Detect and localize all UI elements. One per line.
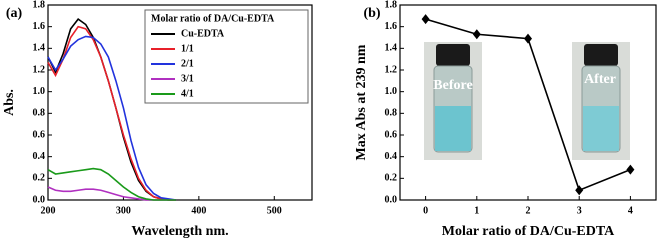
x-tick-label: 200 xyxy=(41,205,56,216)
x-axis-label: Wavelength nm. xyxy=(131,224,228,239)
photo-before xyxy=(424,42,482,160)
y-tick-label: 1.0 xyxy=(33,86,46,97)
annotation: Before xyxy=(433,78,472,93)
y-tick-label: 1.0 xyxy=(385,86,398,97)
y-tick-label: 1.4 xyxy=(385,43,398,54)
x-tick-label: 2 xyxy=(526,205,531,216)
y-tick-label: 0.4 xyxy=(385,151,398,162)
data-point xyxy=(575,185,584,196)
legend-box xyxy=(144,9,309,104)
y-tick-label: 0.8 xyxy=(385,108,398,119)
y-tick-label: 0.6 xyxy=(33,129,46,140)
x-tick-label: 400 xyxy=(191,205,206,216)
series-line xyxy=(47,25,177,201)
data-point xyxy=(524,33,532,44)
y-tick-label: 1.2 xyxy=(385,64,398,75)
y-axis-label: Max Abs at 239 nm xyxy=(354,44,369,160)
series-line xyxy=(47,35,177,201)
y-tick-label: 1.6 xyxy=(33,21,46,32)
y-tick-label: 1.8 xyxy=(385,0,398,10)
legend-label: Cu-EDTA xyxy=(181,28,225,39)
plot-frame xyxy=(47,4,313,201)
y-tick-label: 0.4 xyxy=(33,151,46,162)
x-tick-label: 500 xyxy=(267,205,282,216)
legend-label: 2/1 xyxy=(181,58,194,69)
y-tick-label: 0.8 xyxy=(33,108,46,119)
panel-label: (b) xyxy=(363,6,380,21)
y-tick-label: 0.6 xyxy=(385,129,398,140)
panel-label: (a) xyxy=(6,6,23,21)
x-axis-label: Molar ratio of DA/Cu-EDTA xyxy=(442,224,615,239)
legend-label: 4/1 xyxy=(181,88,194,99)
legend-label: 3/1 xyxy=(181,73,194,84)
legend-label: 1/1 xyxy=(181,43,194,54)
x-tick-label: 1 xyxy=(474,205,479,216)
y-tick-label: 1.2 xyxy=(33,64,46,75)
data-point xyxy=(472,29,481,40)
y-tick-label: 0.2 xyxy=(33,173,46,184)
y-tick-label: 1.4 xyxy=(33,43,46,54)
y-axis-label: Abs. xyxy=(2,89,17,116)
x-tick-label: 3 xyxy=(577,205,582,216)
y-tick-label: 0.0 xyxy=(385,194,398,205)
x-tick-label: 0 xyxy=(423,205,428,216)
legend-title: Molar ratio of DA/Cu-EDTA xyxy=(151,13,275,24)
y-tick-label: 1.8 xyxy=(33,0,46,10)
data-point xyxy=(626,164,635,175)
photo-after xyxy=(572,42,630,160)
x-tick-label: 300 xyxy=(116,205,131,216)
y-tick-label: 1.6 xyxy=(385,21,398,32)
y-tick-label: 0.2 xyxy=(385,173,398,184)
y-tick-label: 0.0 xyxy=(33,194,46,205)
data-point xyxy=(421,14,430,25)
annotation: After xyxy=(584,72,616,87)
x-tick-label: 4 xyxy=(628,205,633,216)
series-line xyxy=(47,167,177,201)
